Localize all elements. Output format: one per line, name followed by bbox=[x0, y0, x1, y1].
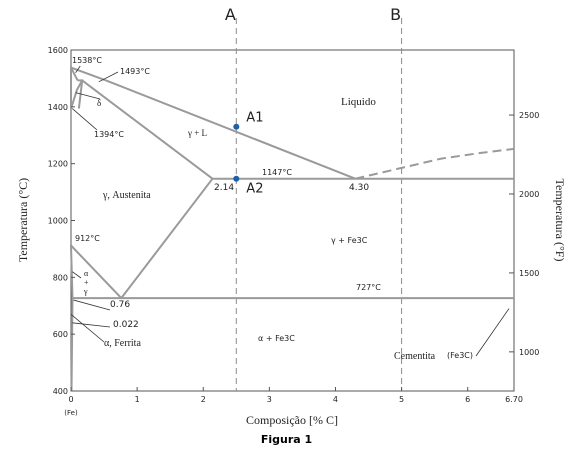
boundary-liquidus-left bbox=[105, 79, 356, 180]
boundary-alpha-solvus bbox=[70, 245, 74, 299]
label-1493: 1493°C bbox=[120, 67, 150, 76]
right-tick-label: 2000 bbox=[519, 190, 539, 199]
label-1394: 1394°C bbox=[94, 130, 124, 139]
label-austenita: γ, Austenita bbox=[102, 190, 151, 201]
leader-line bbox=[70, 313, 105, 343]
label-gamma-fe3c: γ + Fe3C bbox=[331, 236, 368, 245]
x-tick-label: 2 bbox=[201, 395, 206, 404]
leader-line bbox=[72, 271, 82, 279]
x-tick-label: 1 bbox=[135, 395, 140, 404]
y-axis-title-right: Temperatura (°F) bbox=[553, 179, 567, 262]
boundary-liquidus-fe3c bbox=[355, 147, 515, 180]
label-liquido: Liquido bbox=[341, 96, 376, 108]
y-tick-label: 1200 bbox=[48, 160, 68, 169]
label-cementita-sub: (Fe3C) bbox=[447, 351, 473, 360]
point-A1 bbox=[233, 123, 240, 130]
label-214: 2.14 bbox=[214, 183, 234, 193]
figure-caption: Figura 1 bbox=[260, 433, 313, 446]
x-sublabel: (Fe) bbox=[64, 409, 78, 417]
label-alpha-gamma: α + γ bbox=[83, 269, 89, 296]
boundary-acm-line bbox=[120, 178, 214, 299]
point-A2 bbox=[233, 175, 240, 182]
label-gamma-l: γ + L bbox=[187, 128, 207, 138]
right-axis-ticks: 1000 1500 2000 2500 bbox=[509, 111, 539, 357]
point-label-A1: A1 bbox=[246, 111, 263, 126]
x-tick-label: 6 bbox=[465, 395, 470, 404]
right-tick-label: 2500 bbox=[519, 111, 539, 120]
label-alpha-fe3c: α + Fe3C bbox=[258, 334, 295, 343]
label-912: 912°C bbox=[75, 234, 100, 243]
ref-line-label-A: A bbox=[225, 5, 236, 24]
right-tick-label: 1000 bbox=[519, 348, 539, 357]
x-tick-label: 4 bbox=[333, 395, 338, 404]
boundary-liquidus-delta bbox=[70, 66, 107, 82]
x-tick-label: 6.70 bbox=[505, 395, 523, 404]
x-tick-label: 3 bbox=[267, 395, 272, 404]
leader-line bbox=[72, 322, 111, 328]
y-axis-ticks: 400 600 800 1000 1200 1400 1600 bbox=[48, 46, 75, 396]
leader-line bbox=[75, 92, 101, 100]
boundary-solidus-gamma bbox=[81, 79, 214, 180]
data-points: A1 A2 bbox=[233, 111, 263, 197]
label-cementita: Cementita bbox=[394, 351, 436, 362]
point-label-A2: A2 bbox=[246, 182, 263, 197]
x-axis-title: Composição [% C] bbox=[246, 413, 338, 427]
boundary-gamma-left bbox=[70, 79, 84, 109]
y-tick-label: 1400 bbox=[48, 103, 68, 112]
label-1538: 1538°C bbox=[72, 56, 102, 65]
label-430: 4.30 bbox=[349, 183, 369, 193]
leader-line bbox=[98, 71, 119, 83]
label-ferrita: α, Ferrita bbox=[104, 338, 141, 349]
ref-line-label-B: B bbox=[390, 5, 401, 24]
leader-line bbox=[475, 308, 510, 357]
label-727: 727°C bbox=[356, 283, 381, 292]
x-tick-label: 0 bbox=[68, 395, 73, 404]
label-076: 0.76 bbox=[110, 300, 130, 310]
y-tick-label: 400 bbox=[53, 387, 68, 396]
right-tick-label: 1500 bbox=[519, 269, 539, 278]
y-tick-label: 1000 bbox=[48, 217, 68, 226]
label-1147: 1147°C bbox=[262, 168, 292, 177]
label-0022: 0.022 bbox=[113, 320, 139, 330]
y-tick-label: 600 bbox=[53, 330, 68, 339]
leader-line bbox=[73, 299, 111, 311]
y-tick-label: 800 bbox=[53, 273, 68, 282]
y-tick-label: 1600 bbox=[48, 46, 68, 55]
boundary-alpha-low bbox=[70, 298, 74, 392]
x-axis-ticks: 0 1 2 3 4 5 6 6.70 (Fe) bbox=[64, 387, 523, 417]
x-tick-label: 5 bbox=[399, 395, 404, 404]
leader-lines bbox=[70, 65, 510, 357]
leader-line bbox=[72, 108, 98, 131]
leader-line bbox=[75, 65, 81, 73]
phase-boundaries bbox=[70, 66, 515, 392]
boundary-delta-top bbox=[70, 67, 79, 81]
boundary-a3-line bbox=[70, 244, 123, 299]
label-delta: δ bbox=[97, 98, 101, 108]
y-axis-title-left: Temperatura (°C) bbox=[16, 178, 30, 262]
